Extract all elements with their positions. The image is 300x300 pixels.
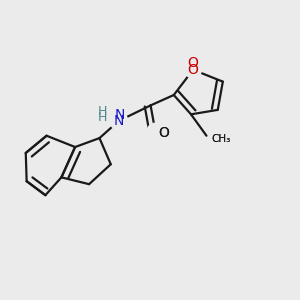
Circle shape bbox=[147, 123, 164, 140]
Text: O: O bbox=[158, 126, 169, 140]
Text: N: N bbox=[114, 114, 124, 128]
Text: O: O bbox=[158, 126, 169, 140]
Circle shape bbox=[110, 112, 128, 130]
Text: N: N bbox=[114, 108, 124, 122]
Text: CH₃: CH₃ bbox=[211, 134, 230, 144]
Circle shape bbox=[185, 61, 201, 78]
Text: H: H bbox=[98, 111, 107, 124]
Text: CH₃: CH₃ bbox=[211, 134, 230, 144]
Text: O: O bbox=[188, 63, 199, 77]
Text: O: O bbox=[188, 56, 199, 70]
Text: H: H bbox=[98, 105, 107, 118]
